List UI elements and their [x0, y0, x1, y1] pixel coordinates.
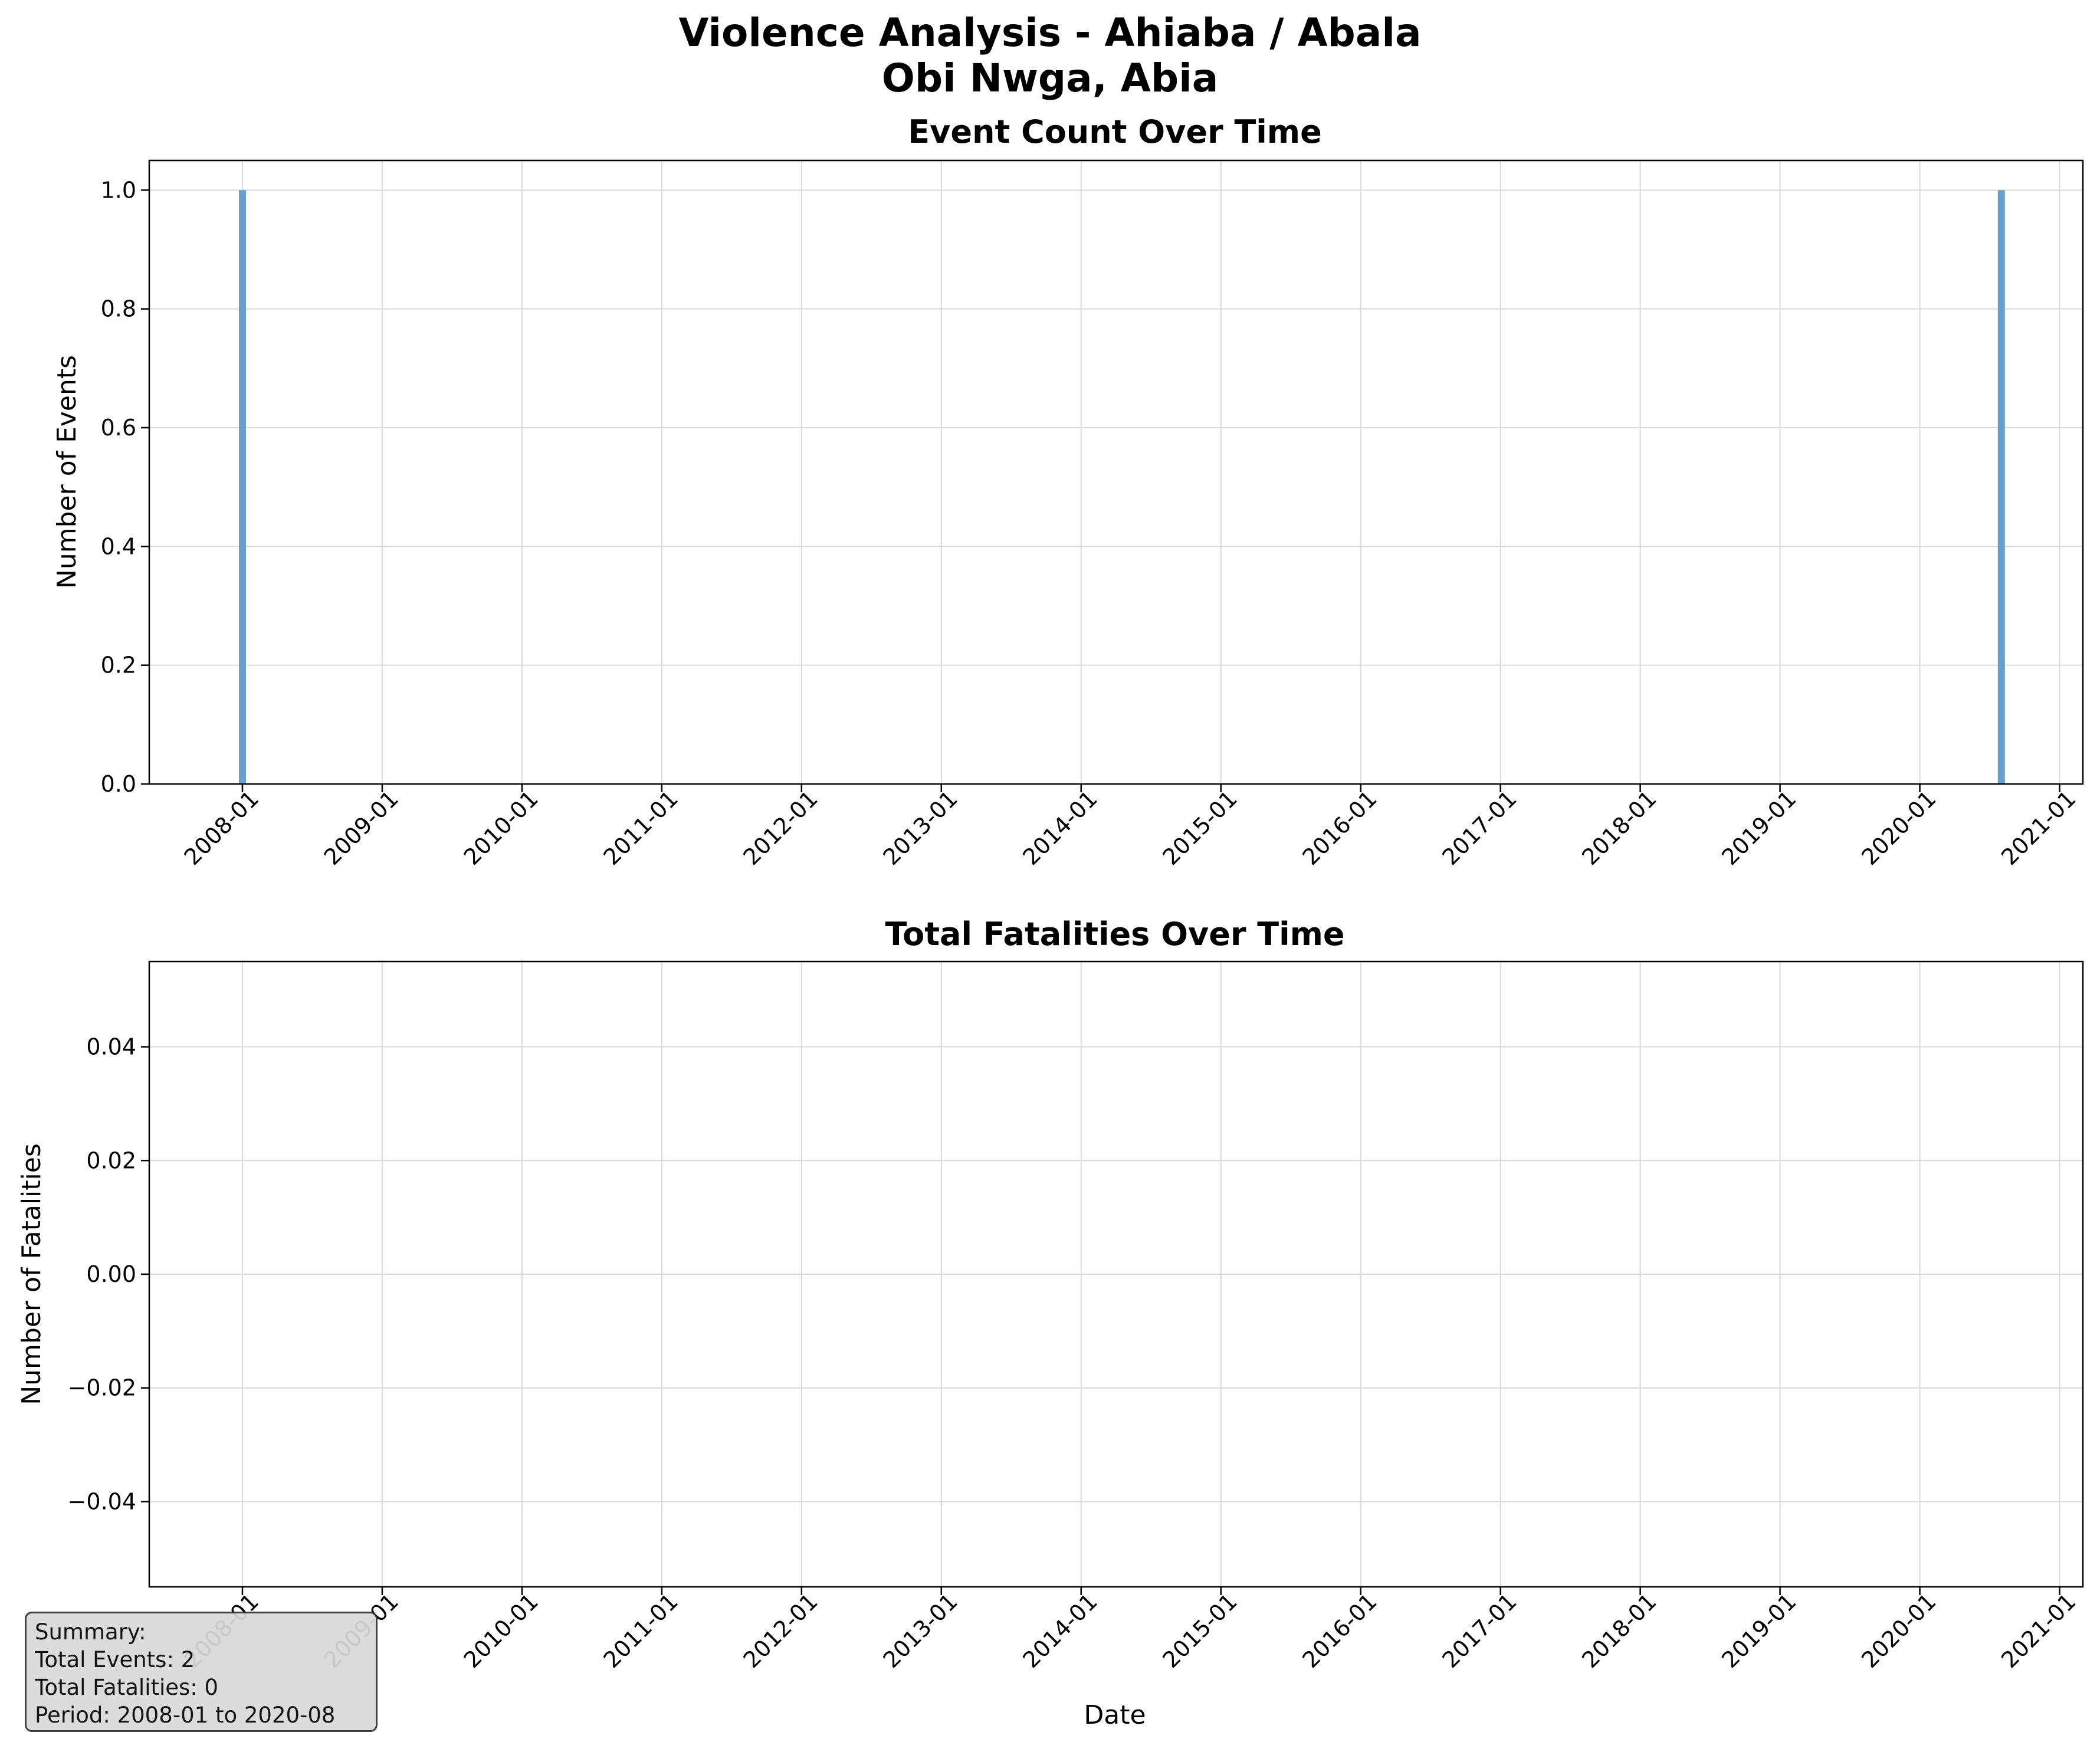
fatalities-ytick-label: −0.02 [68, 1375, 136, 1401]
fatalities-xtick-label: 2011-01 [599, 1589, 683, 1673]
event-count-xtick-label: 2013-01 [878, 786, 962, 870]
event-count-xtick-label: 2010-01 [459, 786, 543, 870]
fatalities-xtick-label: 2021-01 [1996, 1589, 2081, 1673]
fatalities-xtick-label: 2015-01 [1157, 1589, 1242, 1673]
event-count-xtick-label: 2012-01 [739, 786, 823, 870]
event-count-ytick-label: 0.8 [101, 296, 136, 322]
fatalities-grid [149, 962, 2083, 1587]
fatalities-xticks: 2008-012009-012010-012011-012012-012013-… [179, 1587, 2081, 1673]
fatalities-xtick-label: 2019-01 [1717, 1589, 1801, 1673]
event-count-ytick-label: 0.4 [101, 533, 136, 559]
event-count-xtick-label: 2015-01 [1157, 786, 1242, 870]
event-count-xtick-label: 2008-01 [179, 786, 264, 870]
fatalities-axes: Total Fatalities Over Time 2008-012009-0… [17, 916, 2084, 1730]
event-count-ytick-label: 0.6 [101, 415, 136, 441]
event-count-yticks: 0.0 0.2 0.4 0.6 0.8 1.0 [101, 177, 149, 797]
fatalities-xlabel: Date [1084, 1700, 1146, 1730]
summary-box: Summary: Total Events: 2 Total Fatalitie… [25, 1612, 378, 1732]
event-count-xtick-label: 2017-01 [1437, 786, 1521, 870]
event-count-axes: Event Count Over Time 2008-01 2009-01 2010… [52, 113, 2084, 870]
fatalities-xtick-label: 2020-01 [1856, 1589, 1941, 1673]
figure-title-line-1: Violence Analysis - Ahiaba / Abala [679, 10, 1422, 55]
event-count-xtick-label: 2009-01 [319, 786, 403, 870]
fatalities-yticks: −0.04 −0.02 0.00 0.02 0.04 [68, 1034, 149, 1514]
event-count-frame [148, 159, 2084, 785]
summary-total-fatalities: Total Fatalities: 0 [35, 1675, 219, 1700]
fatalities-xtick-label: 2012-01 [739, 1589, 823, 1673]
summary-total-events: Total Events: 2 [35, 1647, 195, 1672]
event-count-ytick-label: 0.0 [101, 771, 136, 797]
summary-period: Period: 2008-01 to 2020-08 [35, 1702, 336, 1728]
fatalities-ytick-label: 0.04 [86, 1034, 136, 1060]
event-count-ylabel: Number of Events [52, 355, 82, 589]
fatalities-xtick-label: 2013-01 [878, 1589, 962, 1673]
fatalities-ytick-label: −0.04 [68, 1488, 136, 1514]
event-count-xtick-label: 2014-01 [1018, 786, 1102, 870]
fatalities-xtick-label: 2016-01 [1297, 1589, 1382, 1673]
summary-heading: Summary: [35, 1619, 146, 1645]
event-count-xtick-label: 2018-01 [1577, 786, 1661, 870]
event-count-xtick-label: 2020-01 [1856, 786, 1941, 870]
figure-title-line-2: Obi Nwga, Abia [882, 55, 1218, 101]
fatalities-ytick-label: 0.02 [86, 1147, 136, 1173]
event-count-grid [149, 160, 2083, 785]
event-count-bar [238, 190, 246, 784]
fatalities-xtick-label: 2010-01 [459, 1589, 543, 1673]
event-count-xticks: 2008-01 2009-01 2010-01 2011-01 2012-01 2013-… [179, 784, 2081, 870]
fatalities-xtick-label: 2018-01 [1577, 1589, 1661, 1673]
fatalities-ytick-label: 0.00 [86, 1261, 136, 1287]
event-count-xtick-label: 2011-01 [599, 786, 683, 870]
fatalities-xtick-label: 2017-01 [1437, 1589, 1521, 1673]
event-count-xtick-label: 2021-01 [1996, 786, 2081, 870]
event-count-ytick-label: 1.0 [101, 177, 136, 203]
fatalities-ylabel: Number of Fatalities [17, 1143, 47, 1405]
event-count-title: Event Count Over Time [908, 113, 1321, 150]
fatalities-title: Total Fatalities Over Time [885, 916, 1344, 953]
event-count-ytick-label: 0.2 [101, 652, 136, 678]
event-count-bars [238, 190, 2005, 784]
event-count-bar [1997, 190, 2005, 784]
event-count-xtick-label: 2019-01 [1717, 786, 1801, 870]
fatalities-xtick-label: 2014-01 [1018, 1589, 1102, 1673]
event-count-xtick-label: 2016-01 [1297, 786, 1382, 870]
